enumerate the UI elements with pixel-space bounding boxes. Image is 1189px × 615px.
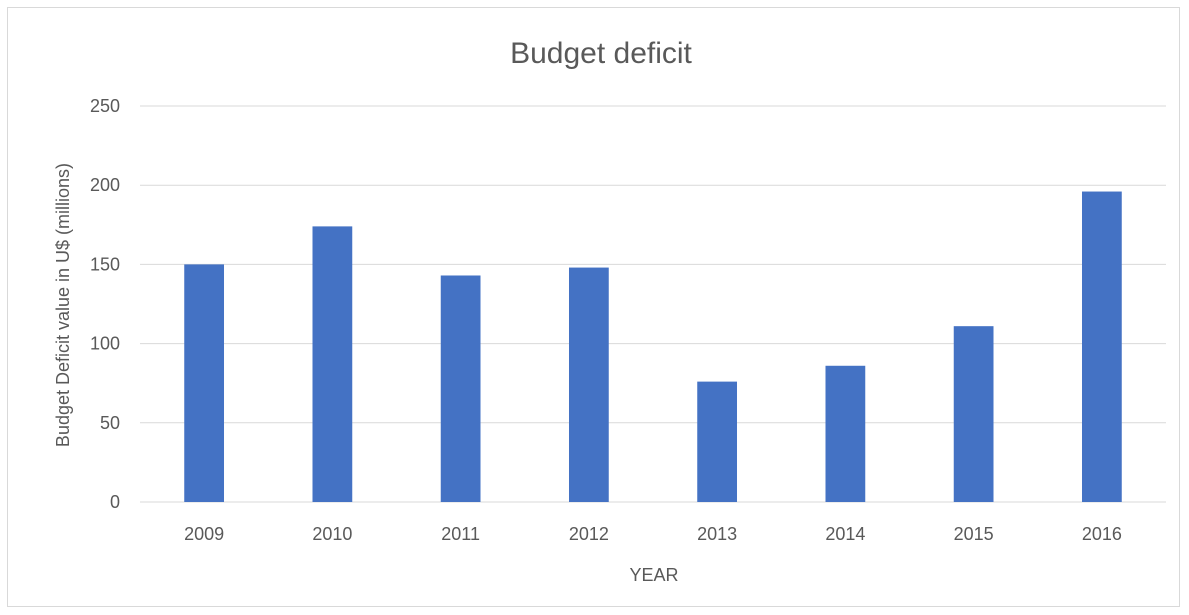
y-tick-label: 100 <box>90 334 120 354</box>
bars <box>184 191 1122 502</box>
y-axis-ticks: 0 50 100 150 200 250 <box>90 96 120 512</box>
y-tick-label: 150 <box>90 254 120 274</box>
gridlines <box>140 105 1166 503</box>
x-tick-label: 2015 <box>954 524 994 544</box>
x-axis-title: YEAR <box>629 565 678 585</box>
x-tick-label: 2009 <box>184 524 224 544</box>
y-tick-label: 0 <box>110 492 120 512</box>
y-tick-label: 200 <box>90 175 120 195</box>
x-tick-label: 2010 <box>312 524 352 544</box>
bar-2010 <box>312 226 353 502</box>
chart-title: Budget deficit <box>510 37 692 70</box>
bar-2013 <box>697 381 738 502</box>
x-axis-ticks: 2009 2010 2011 2012 2013 2014 2015 2016 <box>184 524 1122 544</box>
bar-2014 <box>825 365 866 502</box>
x-tick-label: 2013 <box>697 524 737 544</box>
bar-2011 <box>440 275 481 502</box>
bar-2015 <box>953 326 994 502</box>
x-tick-label: 2016 <box>1082 524 1122 544</box>
y-axis-title: Budget Deficit value in U$ (millions) <box>53 163 73 447</box>
x-tick-label: 2014 <box>825 524 865 544</box>
x-tick-label: 2012 <box>569 524 609 544</box>
bar-2012 <box>568 267 609 502</box>
bar-2016 <box>1081 191 1122 502</box>
x-tick-label: 2011 <box>441 524 480 544</box>
y-tick-label: 50 <box>100 413 120 433</box>
y-tick-label: 250 <box>90 96 120 116</box>
bar-2009 <box>184 264 225 502</box>
